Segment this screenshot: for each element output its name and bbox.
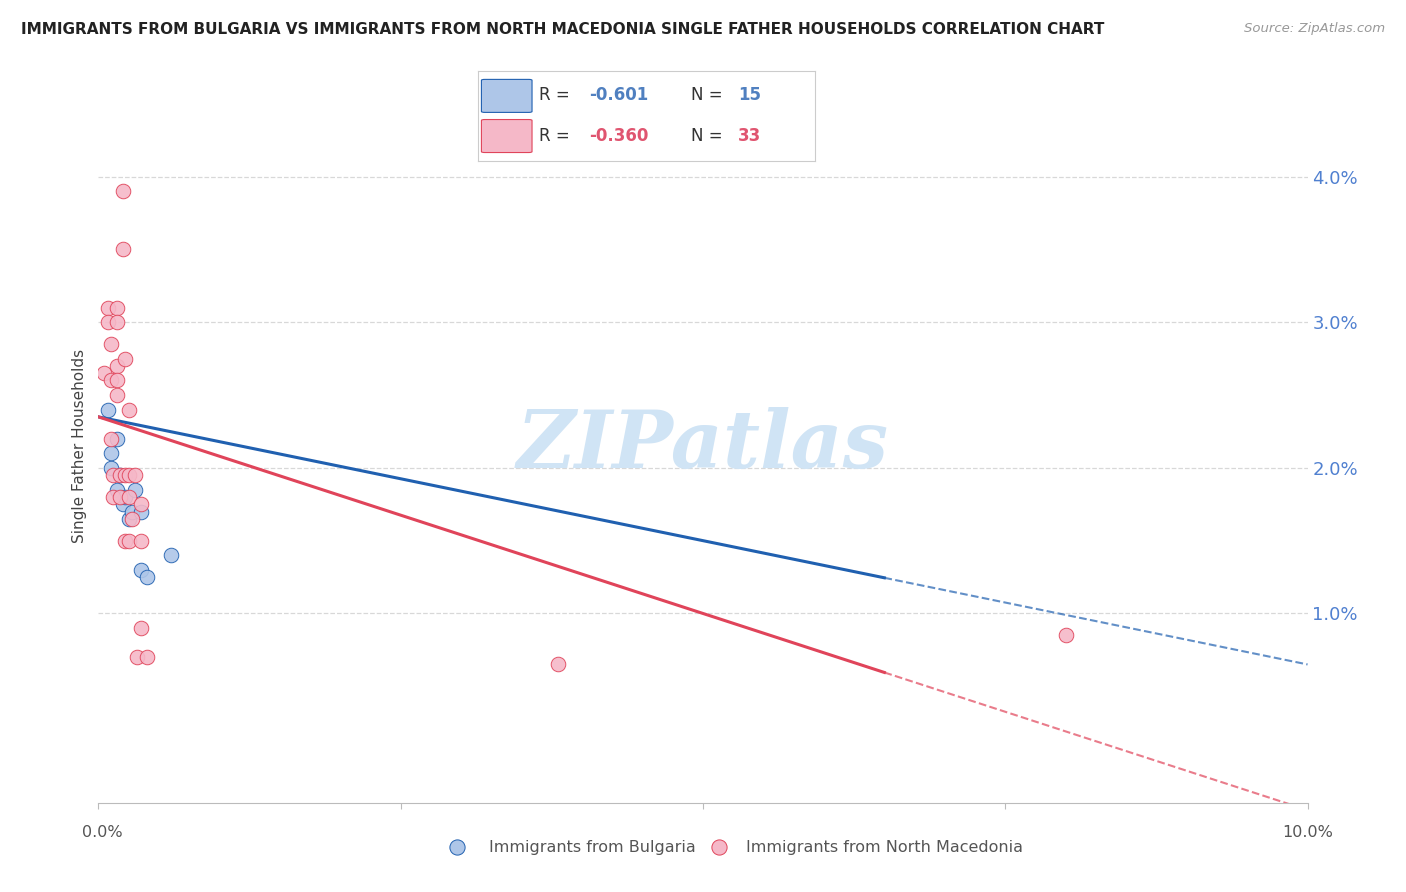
- Text: 10.0%: 10.0%: [1282, 825, 1333, 840]
- Point: [129, 504, 152, 518]
- Point: [108, 490, 131, 504]
- Point: [135, 570, 157, 584]
- Point: [547, 657, 569, 672]
- Point: [160, 548, 183, 562]
- Text: ZIPatlas: ZIPatlas: [517, 408, 889, 484]
- Point: [101, 468, 124, 483]
- Point: [100, 432, 122, 446]
- Point: [118, 490, 141, 504]
- Point: [129, 621, 152, 635]
- Text: N =: N =: [690, 87, 727, 104]
- Point: [105, 388, 128, 402]
- Point: [118, 402, 141, 417]
- Point: [129, 497, 152, 511]
- Text: R =: R =: [538, 87, 575, 104]
- Point: [108, 468, 131, 483]
- Point: [129, 563, 152, 577]
- Text: -0.360: -0.360: [589, 127, 648, 145]
- Point: [108, 468, 131, 483]
- Text: 33: 33: [738, 127, 761, 145]
- Text: N =: N =: [690, 127, 727, 145]
- Point: [100, 337, 122, 351]
- Point: [97, 402, 120, 417]
- Text: 15: 15: [738, 87, 761, 104]
- Point: [101, 490, 124, 504]
- Point: [121, 504, 143, 518]
- Text: -0.601: -0.601: [589, 87, 648, 104]
- Point: [118, 533, 141, 548]
- Point: [105, 359, 128, 373]
- Point: [111, 497, 134, 511]
- Point: [105, 315, 128, 329]
- Point: [100, 374, 122, 388]
- Point: [1054, 628, 1077, 642]
- Point: [135, 650, 157, 665]
- Point: [114, 468, 136, 483]
- Point: [129, 533, 152, 548]
- Y-axis label: Single Father Households: Single Father Households: [72, 349, 87, 543]
- Point: [114, 533, 136, 548]
- Point: [100, 446, 122, 460]
- Point: [97, 315, 120, 329]
- Point: [105, 432, 128, 446]
- Point: [105, 301, 128, 315]
- Point: [97, 301, 120, 315]
- Point: [118, 512, 141, 526]
- Point: [111, 184, 134, 198]
- Point: [114, 490, 136, 504]
- Point: [111, 243, 134, 257]
- Text: IMMIGRANTS FROM BULGARIA VS IMMIGRANTS FROM NORTH MACEDONIA SINGLE FATHER HOUSEH: IMMIGRANTS FROM BULGARIA VS IMMIGRANTS F…: [21, 22, 1105, 37]
- Point: [93, 366, 115, 380]
- FancyBboxPatch shape: [481, 79, 531, 112]
- Text: Immigrants from Bulgaria: Immigrants from Bulgaria: [489, 840, 696, 855]
- Point: [121, 512, 143, 526]
- Point: [124, 468, 146, 483]
- Point: [127, 650, 149, 665]
- Point: [105, 374, 128, 388]
- Text: Immigrants from North Macedonia: Immigrants from North Macedonia: [745, 840, 1022, 855]
- Text: Source: ZipAtlas.com: Source: ZipAtlas.com: [1244, 22, 1385, 36]
- Point: [118, 468, 141, 483]
- Point: [707, 840, 730, 855]
- Point: [114, 351, 136, 366]
- FancyBboxPatch shape: [481, 120, 531, 153]
- Point: [124, 483, 146, 497]
- Point: [446, 840, 468, 855]
- Text: 0.0%: 0.0%: [83, 825, 122, 840]
- Text: R =: R =: [538, 127, 575, 145]
- Point: [100, 460, 122, 475]
- Point: [105, 483, 128, 497]
